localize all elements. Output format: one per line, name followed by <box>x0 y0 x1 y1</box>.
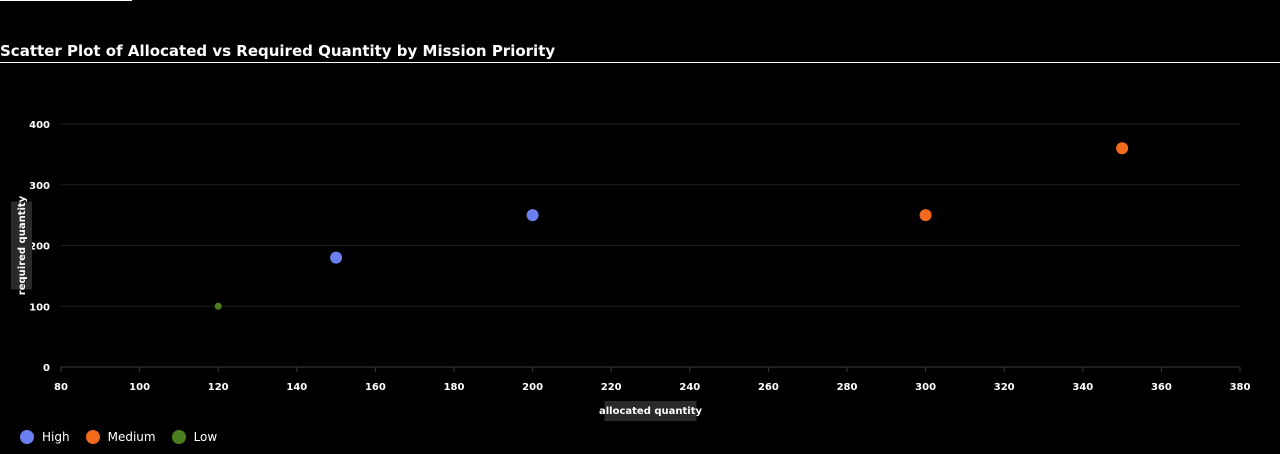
y-tick-label: 300 <box>29 181 50 192</box>
x-tick-label: 200 <box>522 382 543 393</box>
title-divider <box>0 62 1280 63</box>
y-tick-label: 100 <box>29 302 50 313</box>
x-tick-label: 140 <box>286 382 307 393</box>
y-tick-label: 200 <box>29 242 50 253</box>
legend-swatch <box>85 430 100 444</box>
x-tick-label: 380 <box>1230 382 1251 393</box>
data-point-medium <box>919 209 932 222</box>
x-tick-label: 320 <box>994 382 1015 393</box>
data-point-high <box>526 209 539 222</box>
legend-label: Medium <box>107 430 156 444</box>
y-axis-label: required quantity <box>17 195 28 295</box>
legend-label: High <box>42 430 70 444</box>
top-divider <box>0 0 132 1</box>
x-axis-label-box <box>604 401 697 421</box>
x-tick-label: 300 <box>915 382 936 393</box>
x-tick-label: 340 <box>1072 382 1093 393</box>
legend-item-medium[interactable]: Medium <box>85 430 156 444</box>
y-tick-label: 0 <box>43 363 50 374</box>
chart-title: Scatter Plot of Allocated vs Required Qu… <box>0 42 556 60</box>
x-tick-label: 100 <box>129 382 150 393</box>
y-tick-label: 400 <box>29 120 50 131</box>
x-axis-label: allocated quantity <box>599 406 702 417</box>
x-tick-label: 240 <box>679 382 700 393</box>
legend-item-high[interactable]: High <box>20 430 70 444</box>
x-tick-label: 360 <box>1151 382 1172 393</box>
legend-swatch <box>171 430 186 444</box>
x-tick-label: 220 <box>601 382 622 393</box>
x-tick-label: 120 <box>208 382 229 393</box>
x-tick-label: 260 <box>758 382 779 393</box>
legend-item-low[interactable]: Low <box>171 430 218 444</box>
x-tick-label: 180 <box>444 382 465 393</box>
x-tick-label: 160 <box>365 382 386 393</box>
x-tick-label: 80 <box>54 382 68 393</box>
y-axis-label-box <box>11 201 32 290</box>
data-point-high <box>330 251 343 264</box>
data-point-low <box>214 302 222 310</box>
legend-label: Low <box>193 430 218 444</box>
legend-swatch <box>20 430 34 444</box>
x-tick-label: 280 <box>837 382 858 393</box>
data-point-medium <box>1116 142 1129 155</box>
chart-legend: High Medium Low <box>20 430 233 444</box>
